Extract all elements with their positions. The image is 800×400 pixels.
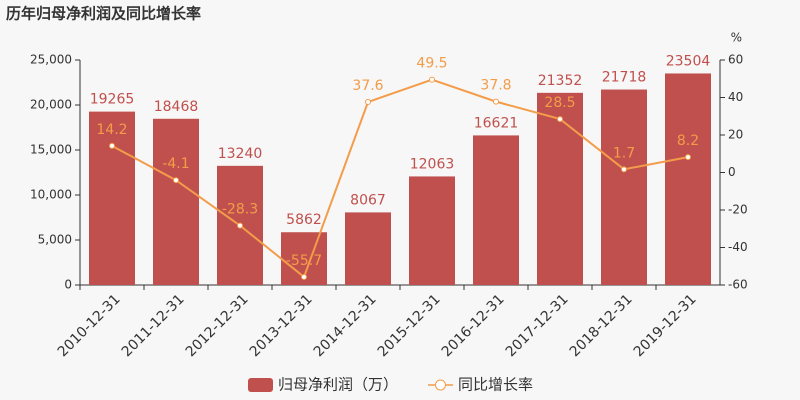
line-point (429, 76, 435, 83)
bar (665, 73, 711, 286)
line-point (237, 222, 243, 229)
legend-label: 同比增长率 (458, 376, 533, 394)
bar-value-label: 23504 (666, 53, 711, 69)
y-tick-label: 15,000 (30, 143, 72, 157)
line-value-label: -55.7 (286, 253, 322, 269)
bar (601, 89, 647, 286)
bar-value-label: 8067 (350, 192, 386, 208)
bar-value-label: 16621 (474, 115, 519, 131)
y2-tick-label: 60 (728, 53, 743, 67)
y2-axis-label: % (731, 31, 742, 45)
y2-tick-label: -60 (728, 278, 748, 292)
line-value-label: 14.2 (96, 122, 127, 138)
line-value-label: -28.3 (222, 202, 258, 218)
legend-swatch-point (435, 379, 447, 391)
y-tick-label: 10,000 (30, 188, 72, 202)
y2-tick-label: -20 (728, 203, 748, 217)
line-value-label: 8.2 (677, 133, 699, 149)
legend-swatch (248, 378, 273, 392)
y2-tick-label: 20 (728, 128, 743, 142)
line-value-label: 28.5 (544, 95, 575, 111)
line (111, 78, 689, 279)
y2-tick-label: 40 (728, 90, 743, 104)
line-point (557, 116, 563, 123)
bar (153, 118, 199, 286)
bar (345, 212, 391, 285)
bar-value-label: 21718 (602, 70, 647, 86)
y-tick-label: 25,000 (30, 53, 72, 67)
y-tick-label: 0 (64, 278, 72, 292)
bar-value-label: 13240 (218, 146, 263, 162)
line-point (685, 154, 691, 161)
line-value-label: -4.1 (162, 156, 189, 172)
bar-value-label: 21352 (538, 73, 583, 89)
line-point (493, 98, 499, 105)
y2-tick-label: 0 (728, 165, 736, 179)
y-tick-label: 20,000 (30, 98, 72, 112)
line-point (301, 273, 307, 280)
y2-tick-label: -40 (728, 240, 748, 254)
line-point (173, 177, 179, 184)
legend-label: 归母净利润（万） (278, 376, 398, 394)
line-value-label: 49.5 (416, 56, 447, 72)
bar-value-label: 18468 (154, 99, 199, 115)
line-point (109, 142, 115, 149)
bar (473, 135, 519, 285)
bar (537, 92, 583, 285)
line-point (621, 166, 627, 173)
line-value-label: 1.7 (613, 145, 635, 161)
bar-value-label: 12063 (410, 156, 455, 172)
line-value-label: 37.8 (480, 78, 511, 94)
line-value-label: 37.6 (352, 78, 383, 94)
bar (89, 111, 135, 286)
line-point (365, 99, 371, 105)
bar-value-label: 19265 (90, 92, 135, 108)
bar-value-label: 5862 (286, 212, 322, 228)
chart-title: 历年归母净利润及同比增长率 (6, 5, 201, 23)
bar (409, 176, 455, 285)
y-tick-label: 5,000 (38, 233, 72, 247)
